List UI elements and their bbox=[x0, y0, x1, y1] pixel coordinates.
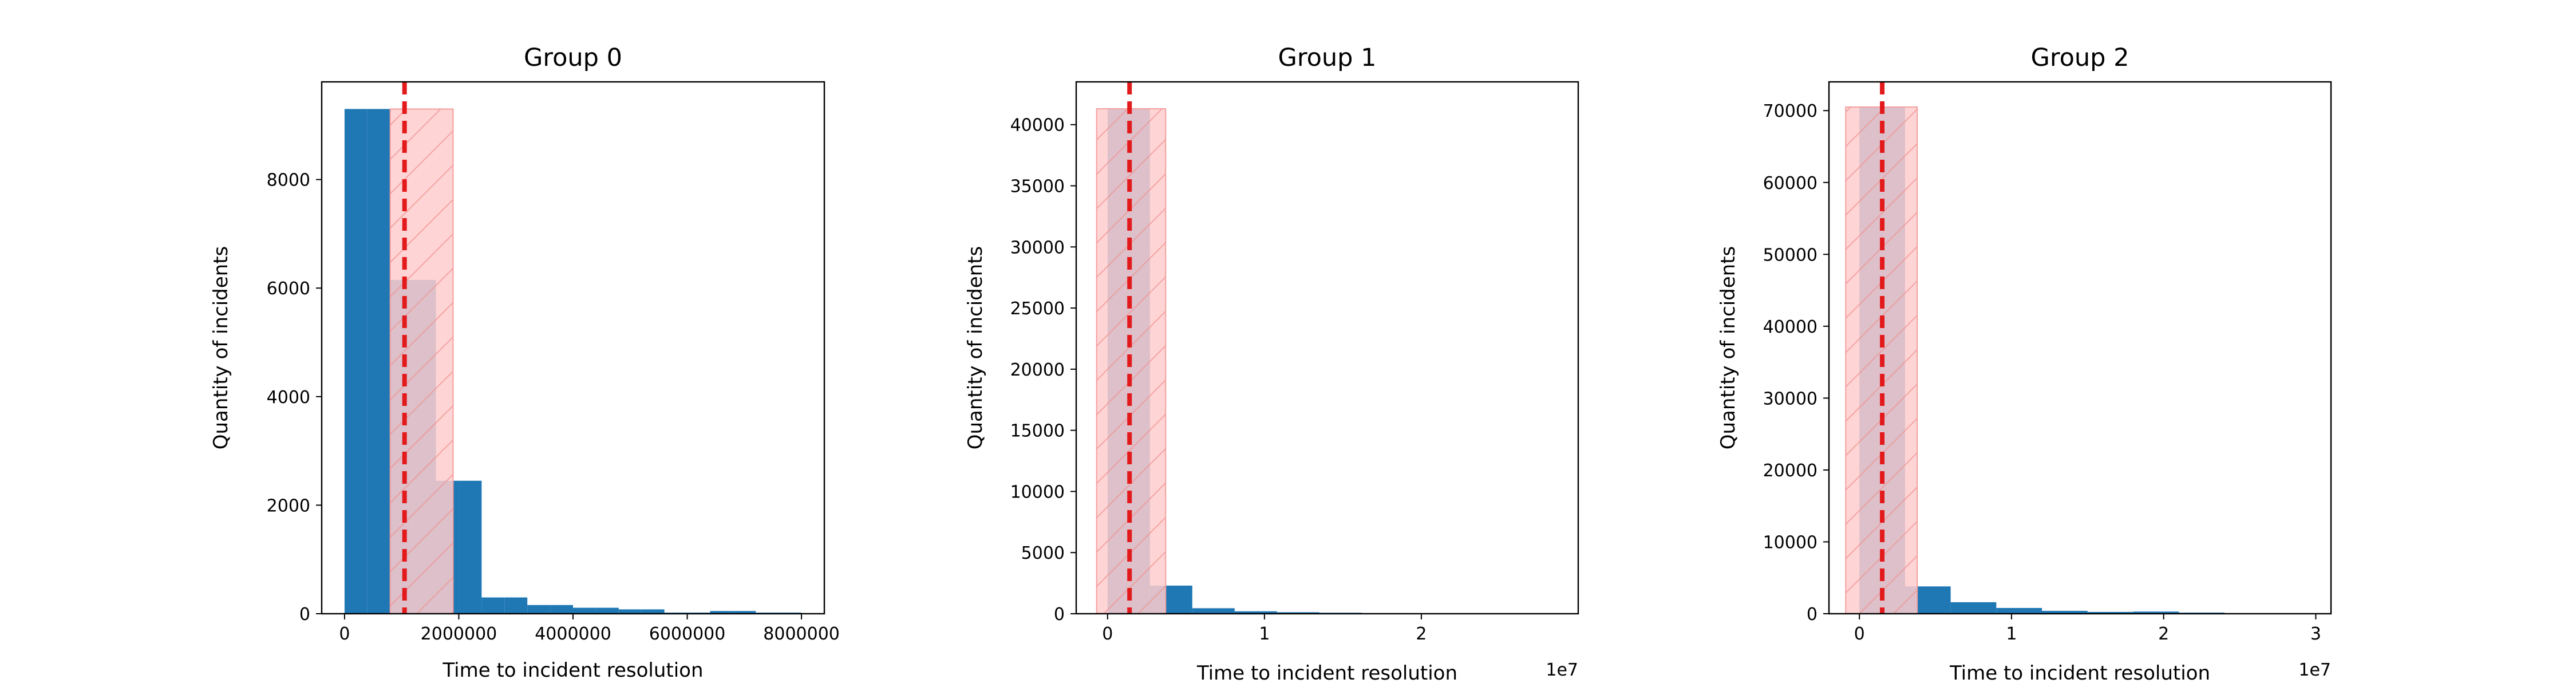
x-tick-label: 0 bbox=[1102, 624, 1113, 644]
y-tick-label: 35000 bbox=[1010, 177, 1065, 197]
y-tick-label: 40000 bbox=[1763, 317, 1818, 337]
x-tick-label: 0 bbox=[1854, 624, 1865, 644]
histogram-bar bbox=[481, 597, 505, 614]
x-offset-label: 1e7 bbox=[2298, 660, 2331, 680]
x-axis-label: Time to incident resolution bbox=[1949, 662, 2210, 685]
x-tick-label: 6000000 bbox=[649, 624, 726, 644]
y-tick-label: 40000 bbox=[1010, 116, 1065, 136]
histogram-bar bbox=[459, 480, 482, 614]
histogram-bar bbox=[1996, 607, 2042, 614]
y-tick-label: 50000 bbox=[1763, 245, 1818, 265]
histogram-panel-0: 0 2000000 4000000 6000000 8000000 0 2000 4000 60… bbox=[210, 44, 840, 682]
x-axis-label: Time to incident resolution bbox=[442, 659, 703, 682]
y-tick-label: 0 bbox=[1807, 605, 1818, 625]
y-tick-label: 70000 bbox=[1763, 101, 1818, 121]
y-tick-label: 8000 bbox=[267, 171, 310, 191]
axes-frame bbox=[1075, 81, 1579, 615]
histogram-panel-1: 0 1 2 0 5000 10000 15000 20000 25000 30000 35000 40… bbox=[964, 44, 1579, 685]
histogram-bar bbox=[595, 607, 619, 614]
panel-title: Group 2 bbox=[2031, 44, 2129, 72]
x-tick-label: 1 bbox=[1259, 624, 1270, 644]
histogram-bars bbox=[1859, 106, 2316, 614]
y-axis-label: Quantity of incidents bbox=[210, 246, 232, 450]
histogram-bar bbox=[344, 109, 368, 614]
y-tick-label: 30000 bbox=[1010, 238, 1065, 258]
y-tick-label: 6000 bbox=[267, 279, 310, 299]
panel-title: Group 0 bbox=[524, 44, 622, 72]
x-tick-label: 2 bbox=[2158, 624, 2169, 644]
y-tick-label: 20000 bbox=[1763, 461, 1818, 481]
histogram-bar bbox=[367, 109, 390, 614]
y-tick-label: 0 bbox=[299, 605, 310, 625]
y-tick-label: 10000 bbox=[1010, 482, 1065, 502]
histogram-bar bbox=[1234, 611, 1277, 614]
y-tick-label: 0 bbox=[1054, 605, 1065, 625]
y-tick-label: 30000 bbox=[1763, 389, 1818, 409]
y-tick-label: 60000 bbox=[1763, 173, 1818, 194]
y-tick-label: 5000 bbox=[1021, 543, 1065, 563]
histogram-bar bbox=[573, 607, 596, 614]
y-tick-label: 20000 bbox=[1010, 360, 1065, 380]
x-tick-label: 2000000 bbox=[421, 624, 497, 644]
histogram-bar bbox=[2133, 611, 2179, 614]
histogram-bar bbox=[710, 611, 733, 614]
histogram-bar bbox=[1192, 608, 1235, 614]
histogram-bar bbox=[618, 609, 642, 614]
panel-title: Group 1 bbox=[1278, 44, 1377, 72]
histogram-bars bbox=[1107, 108, 1531, 614]
y-tick-label: 15000 bbox=[1010, 421, 1065, 441]
y-tick-label: 4000 bbox=[267, 388, 310, 408]
histogram-panels: 0 2000000 4000000 6000000 800000002000400060… bbox=[210, 44, 2332, 685]
x-tick-label: 0 bbox=[339, 624, 350, 644]
histogram-bar bbox=[2042, 610, 2088, 614]
shaded-band-hatch bbox=[390, 109, 453, 614]
histogram-bar bbox=[527, 605, 551, 614]
histogram-bar bbox=[733, 611, 756, 614]
y-axis-label: Quantity of incidents bbox=[1717, 246, 1740, 450]
histogram-bar bbox=[504, 597, 528, 614]
x-tick-label: 2 bbox=[1416, 624, 1427, 644]
histogram-bar bbox=[1277, 612, 1319, 614]
x-tick-label: 3 bbox=[2310, 624, 2321, 644]
x-offset-label: 1e7 bbox=[1546, 660, 1578, 680]
y-tick-label: 10000 bbox=[1763, 532, 1818, 552]
histogram-panel-2: 0 1 2 3 0 10000 20000 30000 40000 50000 60000 70000… bbox=[1717, 44, 2332, 685]
histogram-bar bbox=[1950, 602, 1997, 614]
x-axis-label: Time to incident resolution bbox=[1196, 662, 1457, 685]
x-tick-label: 1 bbox=[2006, 624, 2017, 644]
x-tick-label: 4000000 bbox=[535, 624, 611, 644]
histogram-bar bbox=[2087, 611, 2134, 614]
x-tick-label: 8000000 bbox=[763, 624, 840, 644]
histogram-bar bbox=[550, 605, 573, 614]
y-axis-label: Quantity of incidents bbox=[964, 246, 987, 450]
axes-frame bbox=[1828, 81, 2332, 615]
y-tick-label: 25000 bbox=[1010, 299, 1065, 319]
histogram-bar bbox=[641, 609, 665, 614]
y-tick-label: 2000 bbox=[267, 496, 310, 516]
